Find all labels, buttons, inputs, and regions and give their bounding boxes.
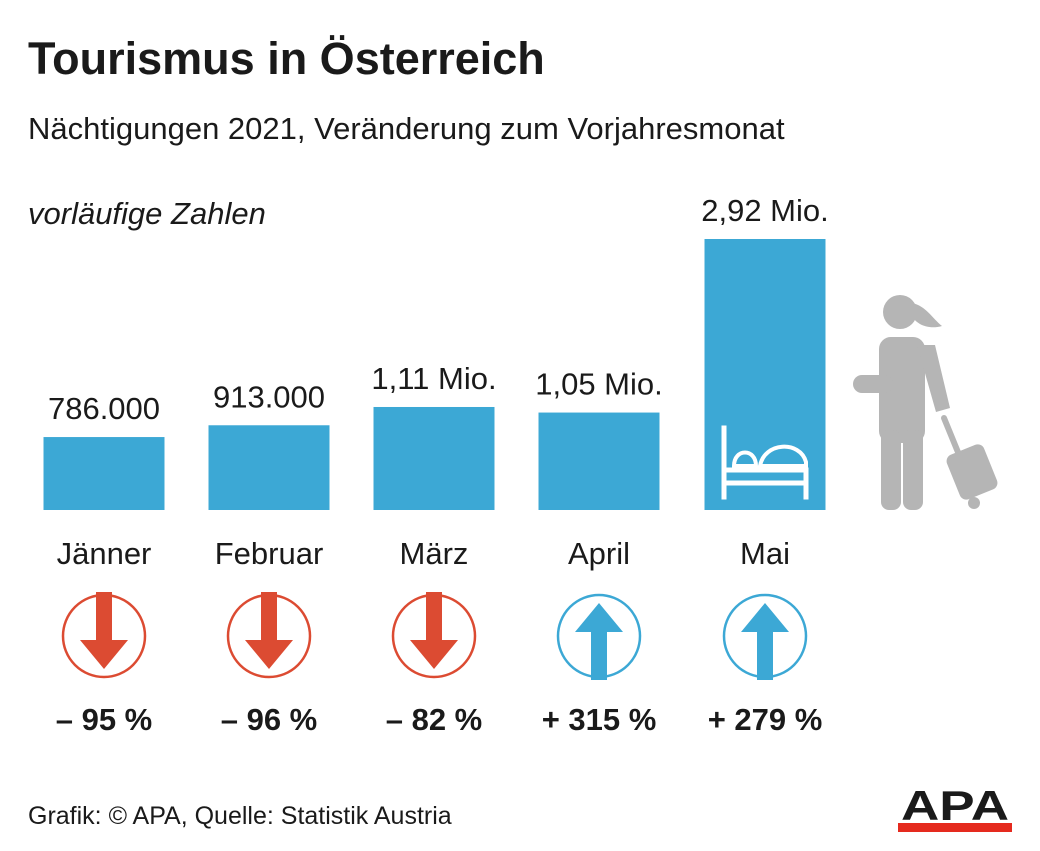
change-label: – 96 %: [221, 702, 318, 737]
bar-1: [43, 437, 165, 510]
arrow-down-icon: [61, 592, 147, 679]
value-label: 2,92 Mio.: [701, 193, 829, 228]
value-label: 913.000: [213, 379, 325, 414]
change-label: – 95 %: [56, 702, 153, 737]
arrow-down-icon: [391, 592, 477, 679]
category-label: Februar: [215, 536, 324, 571]
change-label: + 279 %: [708, 702, 823, 737]
category-label: April: [568, 536, 630, 571]
traveler-with-suitcase-icon: [853, 295, 998, 510]
preliminary-note: vorläufige Zahlen: [28, 196, 266, 231]
chart-title: Tourismus in Österreich: [28, 33, 545, 84]
change-label: + 315 %: [542, 702, 657, 737]
chart-subtitle: Nächtigungen 2021, Veränderung zum Vorja…: [28, 111, 785, 146]
value-label: 786.000: [48, 391, 160, 426]
bar-2: [208, 425, 330, 510]
category-label: März: [400, 536, 469, 571]
category-label: Jänner: [57, 536, 152, 571]
svg-text:APA: APA: [901, 786, 1009, 829]
bar-4: [538, 412, 660, 510]
source-credit: Grafik: © APA, Quelle: Statistik Austria: [28, 802, 452, 830]
arrow-up-icon: [556, 593, 642, 680]
arrow-down-icon: [226, 592, 312, 679]
bar-3: [373, 406, 495, 510]
category-label: Mai: [740, 536, 790, 571]
value-label: 1,11 Mio.: [371, 361, 496, 396]
change-label: – 82 %: [386, 702, 483, 737]
value-label: 1,05 Mio.: [535, 367, 663, 402]
apa-logo: APA: [898, 782, 1012, 839]
arrow-up-icon: [722, 593, 808, 680]
bed-icon: [721, 425, 809, 500]
